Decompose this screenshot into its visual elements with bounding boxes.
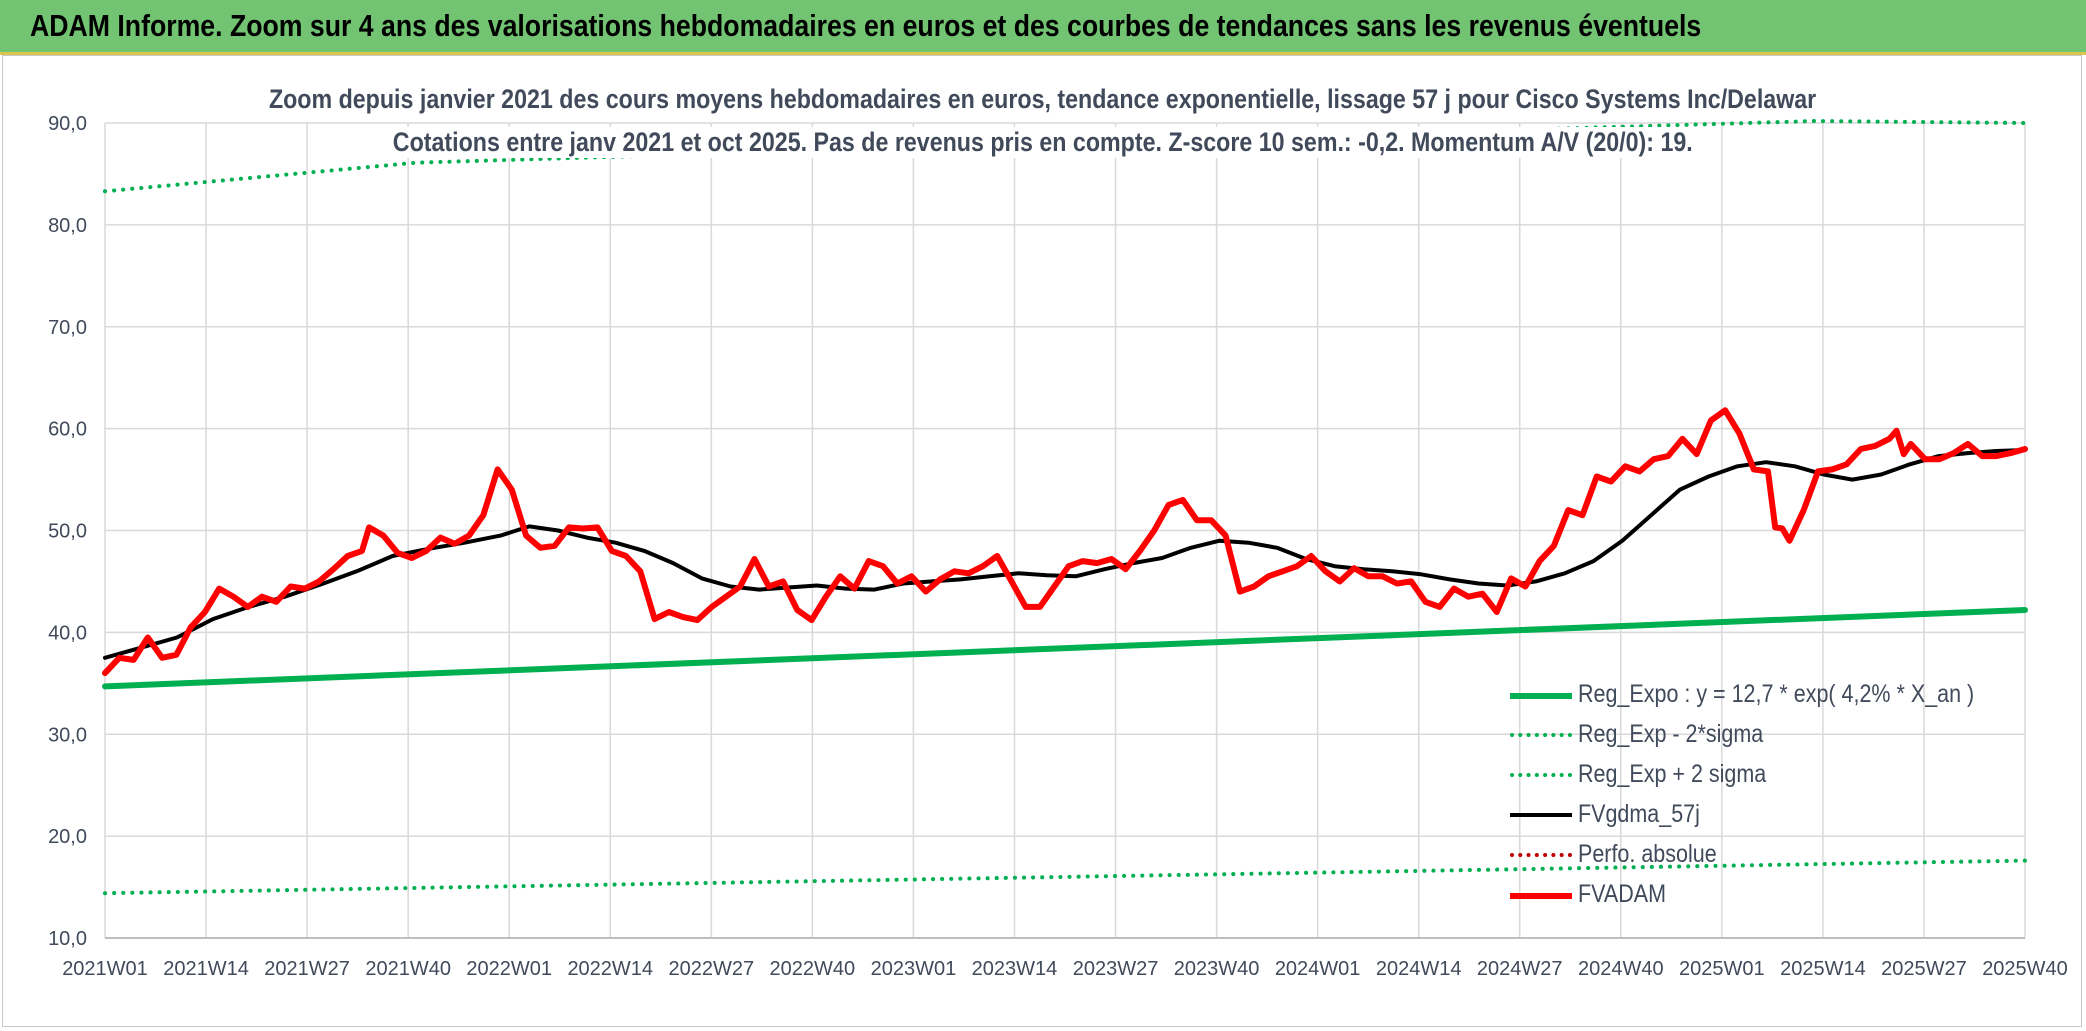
- report-title: ADAM Informe. Zoom sur 4 ans des valoris…: [30, 8, 1702, 43]
- legend-label: FVADAM: [1578, 880, 1667, 908]
- y-tick-label: 50,0: [48, 521, 87, 543]
- x-tick-label: 2024W27: [1477, 958, 1563, 980]
- x-tick-label: 2025W40: [1982, 958, 2068, 980]
- x-tick-label: 2022W01: [466, 958, 552, 980]
- series-reg-exp-2-sigma: [103, 858, 2027, 896]
- x-tick-label: 2021W01: [62, 958, 148, 980]
- legend-item: Reg_Exp + 2 sigma: [1510, 756, 2010, 796]
- x-tick-label: 2024W01: [1275, 958, 1361, 980]
- title-banner: ADAM Informe. Zoom sur 4 ans des valoris…: [0, 0, 2086, 55]
- legend-swatch: [1510, 813, 1572, 817]
- y-tick-label: 20,0: [48, 826, 87, 848]
- legend-item: FVgdma_57j: [1510, 796, 2010, 836]
- y-tick-label: 70,0: [48, 317, 87, 339]
- x-tick-label: 2025W27: [1881, 958, 1967, 980]
- x-tick-label: 2023W27: [1073, 958, 1159, 980]
- legend-item: FVADAM: [1510, 876, 2010, 916]
- chart-frame: [2, 55, 2082, 1027]
- legend-item: Perfo. absolue: [1510, 836, 2010, 876]
- legend-item: Reg_Expo : y = 12,7 * exp( 4,2% * X_an ): [1510, 676, 2010, 716]
- x-tick-label: 2023W40: [1174, 958, 1260, 980]
- legend-item: Reg_Exp - 2*sigma: [1510, 716, 2010, 756]
- chart-subtitle: Cotations entre janv 2021 et oct 2025. P…: [0, 127, 2086, 158]
- x-tick-label: 2021W40: [365, 958, 451, 980]
- legend-label: Perfo. absolue: [1578, 840, 1717, 868]
- y-tick-label: 40,0: [48, 622, 87, 644]
- x-tick-label: 2021W27: [264, 958, 350, 980]
- x-tick-label: 2022W40: [770, 958, 856, 980]
- legend-label: Reg_Exp - 2*sigma: [1578, 720, 1764, 748]
- x-tick-label: 2023W14: [972, 958, 1058, 980]
- x-tick-label: 2021W14: [163, 958, 249, 980]
- series-fvadam: [102, 407, 2028, 677]
- legend-swatch: [1510, 733, 1572, 737]
- legend-label: Reg_Exp + 2 sigma: [1578, 760, 1767, 788]
- legend-swatch: [1510, 893, 1572, 899]
- x-tick-label: 2025W14: [1780, 958, 1866, 980]
- chart-title: Zoom depuis janvier 2021 des cours moyen…: [0, 84, 2086, 115]
- y-tick-label: 10,0: [48, 928, 87, 950]
- x-tick-label: 2024W40: [1578, 958, 1664, 980]
- legend-label: Reg_Expo : y = 12,7 * exp( 4,2% * X_an ): [1578, 680, 1975, 708]
- chart-legend: Reg_Expo : y = 12,7 * exp( 4,2% * X_an )…: [1510, 676, 2010, 916]
- x-tick-label: 2024W14: [1376, 958, 1462, 980]
- series-reg-expo-y-12-7-exp-4-2-x-an: [102, 607, 2028, 690]
- legend-label: FVgdma_57j: [1578, 800, 1700, 828]
- y-tick-label: 80,0: [48, 215, 87, 237]
- y-tick-label: 30,0: [48, 724, 87, 746]
- y-tick-label: 60,0: [48, 419, 87, 441]
- legend-swatch: [1510, 853, 1572, 857]
- legend-swatch: [1510, 773, 1572, 777]
- series-fvgdma-57j: [103, 448, 2027, 660]
- x-tick-label: 2023W01: [871, 958, 957, 980]
- x-tick-label: 2022W27: [669, 958, 755, 980]
- x-tick-label: 2022W14: [567, 958, 653, 980]
- y-tick-label: 90,0: [48, 113, 87, 135]
- legend-swatch: [1510, 693, 1572, 699]
- x-tick-label: 2025W01: [1679, 958, 1765, 980]
